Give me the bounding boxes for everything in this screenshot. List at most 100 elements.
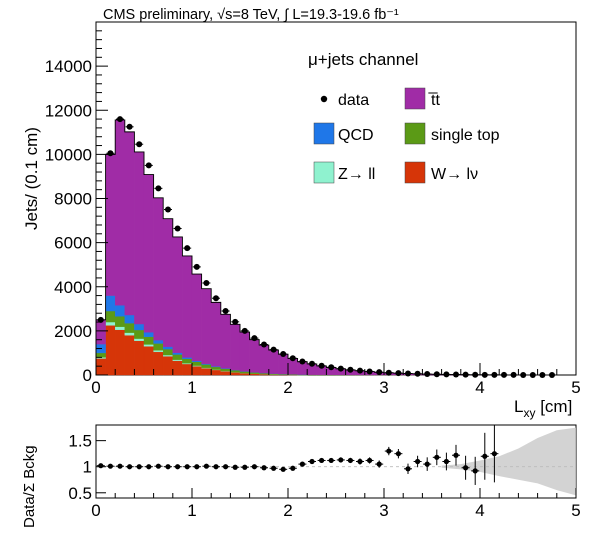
bar-ttbar-13	[220, 314, 231, 369]
ratio-point-24	[328, 457, 334, 464]
bar-zll-1	[105, 321, 116, 326]
bar-wlnu-4	[134, 340, 145, 376]
bar-ttbar-3	[124, 131, 135, 316]
data-point-34	[424, 371, 431, 378]
bar-qcd-1	[105, 295, 116, 312]
ratio-point-6	[155, 463, 161, 469]
data-point-27	[357, 367, 363, 374]
bar-zll-3	[124, 332, 135, 336]
bar-single_top-1	[105, 310, 116, 323]
data-point-21	[299, 358, 306, 365]
data-point-1	[107, 150, 114, 157]
main-plot: 0 1 2 3 4 5 0 2000 4000 6000 8000 10000 12000 14000 J…	[22, 21, 581, 420]
data-point-14	[232, 318, 239, 325]
bar-ttbar-7	[162, 218, 173, 347]
bar-wlnu-8	[172, 360, 183, 376]
ratio-x-tick-label-2: 2	[283, 501, 292, 520]
y-tick-label-1: 2000	[54, 322, 92, 341]
bar-qcd-5	[143, 332, 154, 337]
ratio-point-17	[261, 465, 267, 471]
bar-ttbar-12	[210, 302, 221, 367]
bar-single_top-2	[114, 316, 125, 327]
data-point-5	[145, 162, 152, 169]
x-tick-label-4: 4	[475, 378, 484, 397]
legend-swatch-zll	[313, 161, 335, 184]
ratio-point-25	[338, 457, 344, 463]
ratio-y-axis-label: Data/Σ Bckg	[21, 445, 38, 528]
y-axis-label: Jets/ (0.1 cm)	[22, 127, 41, 230]
ratio-point-4	[136, 464, 142, 470]
y-tick-label-3: 6000	[54, 234, 92, 253]
bar-ttbar-19	[278, 353, 289, 375]
ratio-point-23	[319, 457, 325, 464]
data-point-44	[520, 371, 527, 378]
bar-wlnu-2	[114, 329, 125, 376]
bar-single_top-8	[172, 354, 183, 360]
ratio-plot: 0 1 2 3 4 5 0.5 1 1.5 Data/Σ Bckg	[21, 424, 581, 528]
y-tick-label-7: 14000	[45, 57, 92, 76]
data-point-26	[347, 366, 354, 373]
ratio-x-tick-label-5: 5	[571, 501, 580, 520]
data-point-18	[270, 346, 277, 353]
ratio-point-18	[271, 465, 277, 471]
bar-wlnu-5	[143, 346, 154, 376]
ratio-point-20	[290, 465, 296, 471]
main-axes: 0 1 2 3 4 5 0 2000 4000 6000 8000 10000 12000 14000	[45, 30, 581, 397]
data-point-41	[491, 371, 498, 378]
x-tick-label-1: 1	[187, 378, 196, 397]
bar-ttbar-6	[153, 197, 164, 341]
ratio-point-13	[223, 464, 229, 470]
ratio-point-28	[367, 457, 373, 464]
data-point-45	[529, 371, 536, 378]
bar-ttbar-10	[191, 273, 202, 362]
data-point-7	[165, 206, 171, 213]
data-point-33	[414, 370, 421, 377]
ratio-point-9	[184, 464, 190, 470]
bar-zll-2	[114, 326, 125, 330]
data-point-22	[309, 360, 315, 367]
x-tick-label-5: 5	[571, 378, 580, 397]
ratio-point-29	[376, 461, 382, 467]
ratio-point-32	[405, 466, 411, 472]
bar-single_top-15	[239, 371, 250, 374]
ratio-x-tick-label-3: 3	[379, 501, 388, 520]
legend-label-zll: Z→ ll	[338, 166, 375, 183]
data-point-47	[549, 371, 555, 378]
data-point-36	[443, 371, 450, 378]
ratio-point-39	[472, 468, 478, 474]
legend-swatch-wlnu	[404, 161, 426, 184]
ratio-y-tick-label-0: 0.5	[68, 484, 92, 503]
ratio-point-27	[357, 458, 363, 465]
y-tick-label-4: 8000	[54, 190, 92, 209]
bar-ttbar-17	[259, 344, 270, 374]
ratio-x-tick-label-4: 4	[475, 501, 484, 520]
data-point-43	[510, 371, 517, 378]
ratio-point-11	[203, 463, 209, 469]
bar-qcd-2	[114, 305, 125, 317]
y-tick-label-5: 10000	[45, 145, 92, 164]
bar-ttbar-0	[95, 319, 106, 345]
ratio-point-8	[175, 464, 181, 470]
bar-wlnu-0	[95, 358, 106, 376]
data-point-17	[261, 341, 267, 348]
bar-wlnu-13	[220, 371, 231, 376]
ratio-point-34	[424, 461, 430, 467]
legend-title: μ+jets channel	[308, 50, 418, 69]
data-point-12	[213, 295, 219, 302]
ratio-point-40	[482, 453, 488, 459]
legend-label-wlnu: W→ lν	[431, 166, 478, 183]
ratio-point-36	[443, 458, 449, 465]
legend-swatch-ttbar	[404, 87, 426, 110]
bar-wlnu-10	[191, 365, 202, 376]
data-point-10	[193, 263, 200, 270]
bar-qcd-3	[124, 314, 135, 324]
data-point-3	[126, 123, 133, 130]
legend-data-marker	[320, 95, 328, 103]
bar-single_top-5	[143, 336, 154, 345]
legend-label-ttbar: t̅t	[428, 92, 440, 109]
x-tick-label-2: 2	[283, 378, 292, 397]
x-tick-label-0: 0	[91, 378, 100, 397]
legend-swatch-qcd	[313, 122, 335, 145]
bar-single_top-14	[230, 370, 241, 373]
